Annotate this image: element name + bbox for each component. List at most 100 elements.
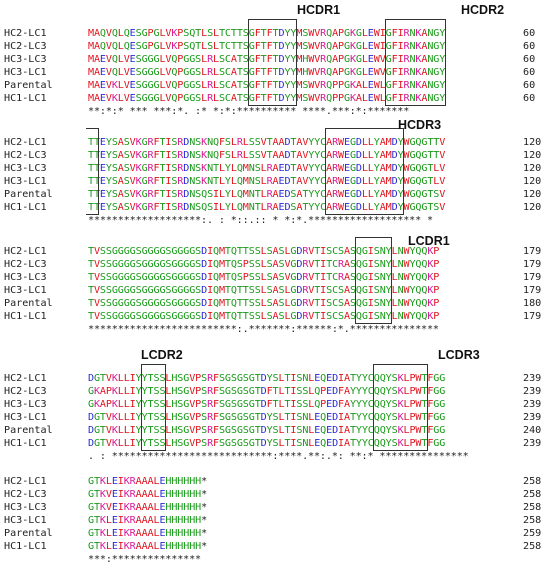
residue-position: 60: [523, 80, 536, 91]
sequence-residues: GKAPKLLIYYTSSLHSGVPSRFSGSGSGTDFTLTISSLQP…: [88, 399, 446, 410]
sequence-name: HC2-LC3: [4, 259, 47, 270]
alignment-row: HC2-LC3 MAQVQLQESGPGLVKPSQTLSLTCTTSGFTFTD…: [0, 40, 550, 53]
hcdr2-label: HCDR2: [461, 3, 505, 17]
sequence-name: Parental: [4, 425, 53, 436]
sequence-name: HC2-LC1: [4, 137, 47, 148]
sequence-residues: GTKLEIKRAAALEHHHHHH*: [88, 515, 208, 526]
alignment-row: HC3-LC1 MAEVQLVESGGGLVQPGGSLRLSCATSGFTFTD…: [0, 66, 550, 79]
residue-position: 60: [523, 93, 536, 104]
sequence-name: HC2-LC3: [4, 41, 47, 52]
alignment-row: Parental TVSSGGGGSGGGGSGGGGSDIQMTQTTSSLSA…: [0, 297, 550, 310]
sequence-name: HC3-LC3: [4, 54, 47, 65]
sequence-residues: DGTVKLLIYYTSSLHSGVPSRFSGSGSGTDYSLTISNLEQ…: [88, 438, 446, 449]
sequence-residues: MAQVQLQESGPGLVKPSQTLSLTCTTSGFTFTDYYMSWVR…: [88, 41, 446, 52]
residue-position: 180: [523, 298, 542, 309]
sequence-name: HC2-LC1: [4, 476, 47, 487]
alignment-row: HC2-LC3 TVSSGGGGSGGGGSGGGGSDIQMTQSPSSLSAS…: [0, 258, 550, 271]
hcdr2-box: [384, 19, 446, 106]
alignment-row: HC1-LC1 TTEYSASVKGRFTISRDNSQSILYLQMNTLRAE…: [0, 201, 550, 214]
sequence-name: HC2-LC3: [4, 489, 47, 500]
hcdr1-box: [247, 19, 298, 106]
residue-position: 258: [523, 476, 542, 487]
alignment-row: HC1-LC1 MAEVKLVESGGGLVQPGGSLRLSCATSGFTFTD…: [0, 92, 550, 105]
sequence-residues: MAEVKLVESGGGLVQPGGSLRLSCATSGFTFTDYYMSWVR…: [88, 93, 446, 104]
residue-position: 60: [523, 67, 536, 78]
consensus-row: . : ***************************:****.**:…: [0, 450, 550, 463]
alignment-row: HC2-LC1 DGTVKLLIYYTSSLHSGVPSRFSGSGSGTDYSL…: [0, 372, 550, 385]
sequence-residues: GTKVEIKRAAALEHHHHHH*: [88, 502, 208, 513]
sequence-residues: MAEVQLVESGGGLVQPGGSLRLSCATSGFTFTDYYMHWVR…: [88, 67, 446, 78]
consensus-symbols: *************************:.*******:*****…: [88, 324, 439, 335]
alignment-row: HC3-LC3 MAEVQLVESGGGLVQPGGSLRLSCATSGFTFTD…: [0, 53, 550, 66]
residue-position: 120: [523, 150, 542, 161]
lcdr1-label: LCDR1: [408, 234, 450, 248]
residue-position: 239: [523, 412, 542, 423]
sequence-residues: TTEYSASVKGRFTISRDNSKNQFSLRLSSVTAADTAVYYC…: [88, 150, 446, 161]
alignment-row: Parental GTKLEIKRAAALEHHHHHH* 259: [0, 527, 550, 540]
sequence-name: HC3-LC1: [4, 67, 47, 78]
sequence-name: HC3-LC3: [4, 502, 47, 513]
sequence-name: HC3-LC1: [4, 515, 47, 526]
sequence-residues: TVSSGGGGSGGGGSGGGGSDIQMTQTTSSLSASLGDRVTI…: [88, 311, 440, 322]
consensus-row: **:*:* *** ***:*. :* *:*:********** ****…: [0, 105, 550, 118]
sequence-residues: TTEYSASVKGRFTISRDNSKNQFSLRLSSVTAADTAVYYC…: [88, 137, 446, 148]
sequence-residues: TVSSGGGGSGGGGSGGGGSDIQMTQTTSSLSASLGDRVTI…: [88, 298, 440, 309]
sequence-residues: MAEVKLVESGGGLVQPGGSLRLSCATSGFTFTDYYMSWVR…: [88, 80, 446, 91]
residue-position: 239: [523, 373, 542, 384]
consensus-row: ***:***************: [0, 553, 550, 566]
sequence-name: Parental: [4, 298, 53, 309]
sequence-residues: TTEYSASVKGRFTISRDNSKNTLYLQMNSLRAEDTAVYYC…: [88, 163, 446, 174]
alignment-row: HC1-LC1 GTKLEIKRAAALEHHHHHH* 258: [0, 540, 550, 553]
sequence-residues: TVSSGGGGSGGGGSGGGGSDIQMTQTTSSLSASLGDRVTI…: [88, 285, 440, 296]
alignment-row: HC1-LC1 DGTVKLLIYYTSSLHSGVPSRFSGSGSGTDYSL…: [0, 437, 550, 450]
alignment-row: HC2-LC1 TTEYSASVKGRFTISRDNSKNQFSLRLSSVTAA…: [0, 136, 550, 149]
sequence-name: HC1-LC1: [4, 541, 47, 552]
hcdr3-label: HCDR3: [398, 118, 442, 132]
lcdr2-box: [140, 364, 167, 451]
alignment-row: HC2-LC3 TTEYSASVKGRFTISRDNSKNQFSLRLSSVTAA…: [0, 149, 550, 162]
sequence-residues: GTKLEIKRAAALEHHHHHH*: [88, 541, 208, 552]
sequence-residues: TTEYSASVKGRFTISRDNSQSILYLQMNTLRAEDSATYYC…: [88, 189, 446, 200]
sequence-residues: MAQVQLQESGPGLVKPSQTLSLTCTTSGFTFTDYYMSWVR…: [88, 28, 446, 39]
alignment-row: HC3-LC1 GTKLEIKRAAALEHHHHHH* 258: [0, 514, 550, 527]
residue-position: 60: [523, 28, 536, 39]
sequence-residues: MAEVQLVESGGGLVQPGGSLRLSCATSGFTFTDYYMHWVR…: [88, 54, 446, 65]
residue-position: 258: [523, 502, 542, 513]
sequence-name: HC3-LC1: [4, 285, 47, 296]
residue-position: 120: [523, 163, 542, 174]
consensus-symbols: **:*:* *** ***:*. :* *:*:********** ****…: [88, 106, 410, 117]
residue-position: 179: [523, 285, 542, 296]
alignment-row: HC3-LC1 DGTVKLLIYYTSSLHSGVPSRFSGSGSGTDYSL…: [0, 411, 550, 424]
residue-position: 60: [523, 41, 536, 52]
alignment-row: HC1-LC1 TVSSGGGGSGGGGSGGGGSDIQMTQTTSSLSAS…: [0, 310, 550, 323]
sequence-residues: GTKLEIKRAAALEHHHHHH*: [88, 476, 208, 487]
residue-position: 258: [523, 489, 542, 500]
sequence-residues: TVSSGGGGSGGGGSGGGGSDIQMTQSPSSLSASVGDRVTI…: [88, 259, 440, 270]
residue-position: 239: [523, 438, 542, 449]
sequence-name: HC3-LC3: [4, 399, 47, 410]
consensus-symbols: . : ***************************:****.**:…: [88, 451, 469, 462]
alignment-row: HC3-LC3 TVSSGGGGSGGGGSGGGGSDIQMTQSPSSLSAS…: [0, 271, 550, 284]
sequence-residues: DGTVKLLIYYTSSLHSGVPSRFSGSGSGTDYSLTISNLEQ…: [88, 412, 446, 423]
residue-position: 258: [523, 515, 542, 526]
sequence-name: HC1-LC1: [4, 202, 47, 213]
alignment-row: HC2-LC3 GTKVEIKRAAALEHHHHHH* 258: [0, 488, 550, 501]
residue-position: 120: [523, 137, 542, 148]
residue-position: 259: [523, 528, 542, 539]
lcdr1-box: [354, 237, 393, 324]
sequence-name: HC2-LC1: [4, 373, 47, 384]
sequence-residues: GKAPKLLIYYTSSLHSGVPSRFSGSGSGTDFTLTISSLQP…: [88, 386, 446, 397]
residue-position: 240: [523, 425, 542, 436]
consensus-symbols: ***:***************: [88, 554, 201, 565]
sequence-residues: DGTVKLLIYYTSSLHSGVPSRFSGSGSGTDYSLTISNLEQ…: [88, 425, 446, 436]
consensus-symbols: *******************:. : *::.:: * *:*.***…: [88, 215, 433, 226]
sequence-residues: GTKVEIKRAAALEHHHHHH*: [88, 489, 208, 500]
residue-position: 179: [523, 246, 542, 257]
sequence-name: HC2-LC1: [4, 28, 47, 39]
residue-position: 258: [523, 541, 542, 552]
residue-position: 120: [523, 202, 542, 213]
alignment-row: Parental DGTVKLLIYYTSSLHSGVPSRFSGSGSGTDYS…: [0, 424, 550, 437]
residue-position: 239: [523, 399, 542, 410]
alignment-row: HC2-LC1 MAQVQLQESGPGLVKPSQTLSLTCTTSGFTFTD…: [0, 27, 550, 40]
